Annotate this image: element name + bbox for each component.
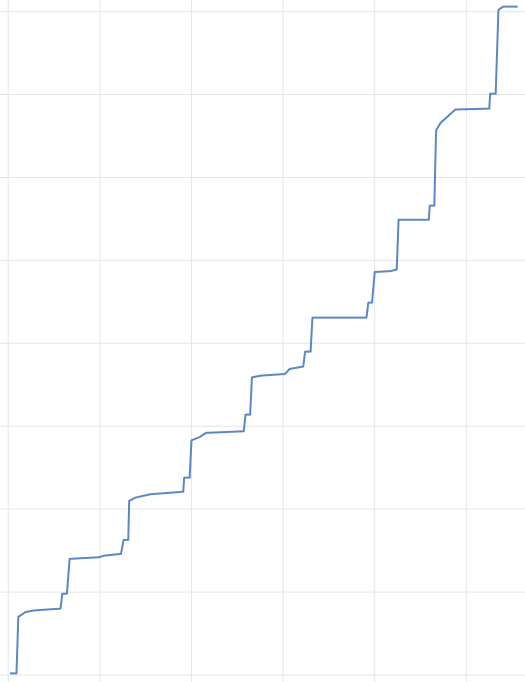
data-line [10, 5, 518, 675]
